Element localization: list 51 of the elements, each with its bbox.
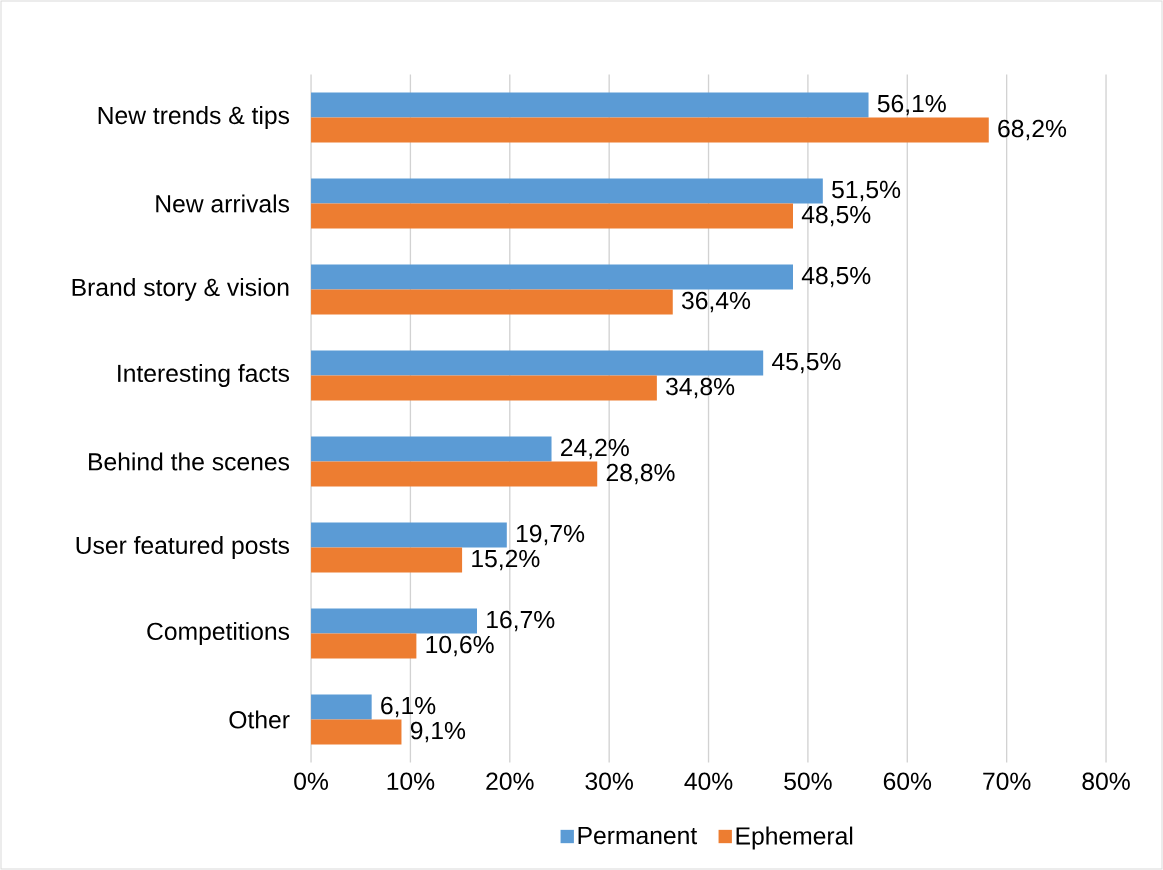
bar xyxy=(311,522,507,548)
bar xyxy=(311,461,598,487)
bar xyxy=(311,436,552,462)
bar xyxy=(311,264,793,290)
data-label: 28,8% xyxy=(606,463,675,485)
bar xyxy=(311,608,477,634)
y-tick-label: Brand story & vision xyxy=(72,278,289,301)
data-label: 45,5% xyxy=(772,352,841,374)
data-label: 56,1% xyxy=(877,94,946,116)
legend-label: Ephemeral xyxy=(736,826,853,850)
bar xyxy=(311,350,764,376)
y-tick-label: New arrivals xyxy=(156,194,290,213)
y-tick-label: Behind the scenes xyxy=(89,452,290,471)
bar xyxy=(311,719,402,745)
data-label: 10,6% xyxy=(426,635,494,657)
data-label: 9,1% xyxy=(410,721,466,743)
data-label: 68,2% xyxy=(998,119,1067,141)
x-tick-label: 0% xyxy=(294,772,328,791)
y-tick-label: Competitions xyxy=(147,621,290,645)
bar xyxy=(311,694,372,720)
x-tick-label: 20% xyxy=(486,772,534,791)
data-label: 15,2% xyxy=(472,549,540,571)
bar xyxy=(311,117,989,143)
x-tick-label: 60% xyxy=(883,772,932,791)
x-tick-label: 50% xyxy=(784,772,832,791)
data-label: 48,5% xyxy=(801,205,871,227)
x-tick-label: 30% xyxy=(585,772,633,791)
y-tick-label: Interesting facts xyxy=(118,363,290,387)
data-label: 6,1% xyxy=(381,696,436,718)
y-tick-label: User featured posts xyxy=(76,535,290,559)
bar xyxy=(311,375,657,401)
x-tick-label: 40% xyxy=(684,772,733,791)
data-label: 48,5% xyxy=(801,266,871,288)
legend-label: Permanent xyxy=(578,827,698,845)
data-label: 19,7% xyxy=(516,524,585,546)
y-tick-label: New trends & tips xyxy=(98,106,290,129)
bar xyxy=(311,547,463,573)
x-tick-label: 10% xyxy=(387,772,435,791)
bar xyxy=(311,289,673,315)
data-label: 16,7% xyxy=(487,610,555,632)
bar xyxy=(311,203,793,229)
bar xyxy=(311,92,869,118)
data-label: 34,8% xyxy=(666,377,735,399)
data-label: 51,5% xyxy=(832,180,901,202)
bar xyxy=(311,178,823,204)
bar xyxy=(311,633,417,659)
y-tick-label: Other xyxy=(229,710,290,729)
data-label: 24,2% xyxy=(561,438,629,460)
data-label: 36,4% xyxy=(681,291,751,313)
x-tick-label: 80% xyxy=(1082,772,1130,791)
x-tick-label: 70% xyxy=(983,772,1031,791)
